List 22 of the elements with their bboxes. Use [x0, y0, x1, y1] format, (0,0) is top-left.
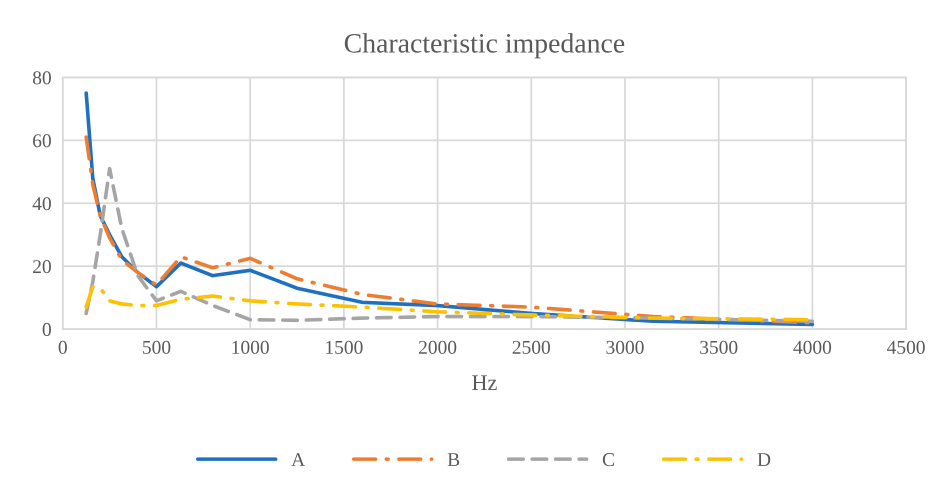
y-tick-label: 60 [33, 134, 51, 148]
y-tick-label: 20 [33, 260, 51, 274]
x-tick-label: 3000 [606, 340, 644, 354]
legend-label: A [291, 453, 306, 466]
legend-label: D [758, 453, 770, 466]
x-tick-label: 2000 [418, 340, 456, 354]
x-tick-label: 4500 [887, 340, 925, 354]
x-tick-label: 3500 [700, 340, 738, 354]
y-tick-label: 0 [42, 322, 51, 336]
x-tick-label: 0 [58, 340, 67, 354]
x-tick-label: 2500 [512, 340, 550, 354]
chart-title: Characteristic impedance [344, 33, 624, 58]
x-tick-label: 4000 [793, 340, 832, 354]
x-tick-label: 1000 [232, 340, 269, 354]
legend-label: C [602, 453, 614, 466]
x-axis-title: Hz [472, 375, 497, 390]
x-tick-label: 500 [143, 340, 170, 354]
x-tick-label: 1500 [326, 340, 363, 354]
y-tick-label: 80 [32, 71, 51, 84]
line-series [84, 166, 814, 324]
legend-label: B [448, 453, 460, 466]
y-tick-label: 40 [32, 197, 51, 210]
